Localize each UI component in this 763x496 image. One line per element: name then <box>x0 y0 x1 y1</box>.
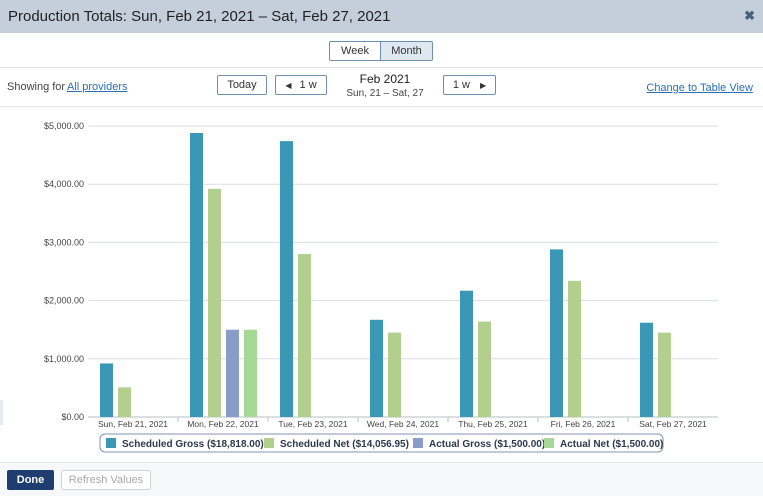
bar-scheduled-gross <box>370 319 383 417</box>
prev-week-button[interactable]: ◀ 1 w <box>275 75 327 95</box>
bar-scheduled-gross <box>640 322 653 417</box>
y-tick-label: $3,000.00 <box>44 237 84 247</box>
title-bar: Production Totals: Sun, Feb 21, 2021 – S… <box>0 0 763 33</box>
left-edge-marker <box>0 400 3 425</box>
x-tick-label: Tue, Feb 23, 2021 <box>278 419 347 429</box>
refresh-values-button: Refresh Values <box>61 470 151 490</box>
bar-scheduled-gross <box>550 249 563 417</box>
bar-scheduled-gross <box>100 363 113 417</box>
today-button[interactable]: Today <box>217 75 267 95</box>
bar-scheduled-net <box>388 332 401 417</box>
legend-swatch <box>544 438 554 448</box>
y-tick-label: $4,000.00 <box>44 179 84 189</box>
bar-scheduled-gross <box>460 290 473 417</box>
legend-label: Actual Net ($1,500.00) <box>560 439 663 450</box>
bar-scheduled-net <box>208 188 221 417</box>
legend-label: Actual Gross ($1,500.00) <box>429 439 545 450</box>
legend-box <box>99 433 664 453</box>
bar-scheduled-net <box>478 321 491 417</box>
period-month: Feb 2021 <box>359 72 411 86</box>
bar-scheduled-net <box>568 280 581 417</box>
change-to-table-view-link[interactable]: Change to Table View <box>646 82 753 94</box>
x-tick-label: Sun, Feb 21, 2021 <box>98 419 168 429</box>
bar-scheduled-net <box>118 387 131 417</box>
bar-scheduled-net <box>658 332 671 417</box>
showing-label: Showing for <box>7 81 66 93</box>
y-tick-label: $1,000.00 <box>44 354 84 364</box>
bar-actual-net <box>244 329 257 417</box>
y-tick-label: $5,000.00 <box>44 121 84 131</box>
triangle-right-icon: ▶ <box>479 80 487 90</box>
bar-scheduled-gross <box>190 132 203 417</box>
legend-swatch <box>264 438 274 448</box>
footer: Done Refresh Values <box>0 462 763 496</box>
legend-label: Scheduled Net ($14,056.95) <box>280 439 409 450</box>
triangle-left-icon: ◀ <box>285 80 292 90</box>
week-button[interactable]: Week <box>329 41 381 61</box>
next-week-button[interactable]: 1 w ▶ <box>443 75 496 95</box>
x-tick-label: Mon, Feb 22, 2021 <box>187 419 259 429</box>
bar-actual-gross <box>226 329 239 417</box>
legend-swatch <box>106 438 116 448</box>
x-tick-label: Fri, Feb 26, 2021 <box>551 419 616 429</box>
window-title: Production Totals: Sun, Feb 21, 2021 – S… <box>8 8 391 25</box>
legend-label: Scheduled Gross ($18,818.00) <box>122 439 264 450</box>
legend-swatch <box>413 438 423 448</box>
all-providers-link[interactable]: All providers <box>67 81 128 93</box>
prev-week-label: 1 w <box>299 79 317 91</box>
y-tick-label: $2,000.00 <box>44 296 84 306</box>
done-button[interactable]: Done <box>7 470 54 490</box>
x-tick-label: Thu, Feb 25, 2021 <box>458 419 528 429</box>
view-toggle: Week Month <box>329 41 433 61</box>
period-range: Sun, 21 – Sat, 27 <box>346 88 424 99</box>
bar-scheduled-gross <box>280 141 293 417</box>
y-tick-label: $0.00 <box>61 412 84 422</box>
toolbar: Showing for All providers Today ◀ 1 w Fe… <box>0 67 763 107</box>
close-icon[interactable]: ✖ <box>744 8 755 23</box>
x-tick-label: Wed, Feb 24, 2021 <box>367 419 439 429</box>
month-button[interactable]: Month <box>381 41 433 61</box>
period-display: Feb 2021 Sun, 21 – Sat, 27 <box>330 72 440 99</box>
production-bar-chart: $0.00 $1,000.00 $2,000.00 $3,000.00 $4,000.0… <box>44 121 718 453</box>
x-tick-label: Sat, Feb 27, 2021 <box>639 419 707 429</box>
bar-scheduled-net <box>298 254 311 417</box>
next-week-label: 1 w <box>452 79 470 91</box>
